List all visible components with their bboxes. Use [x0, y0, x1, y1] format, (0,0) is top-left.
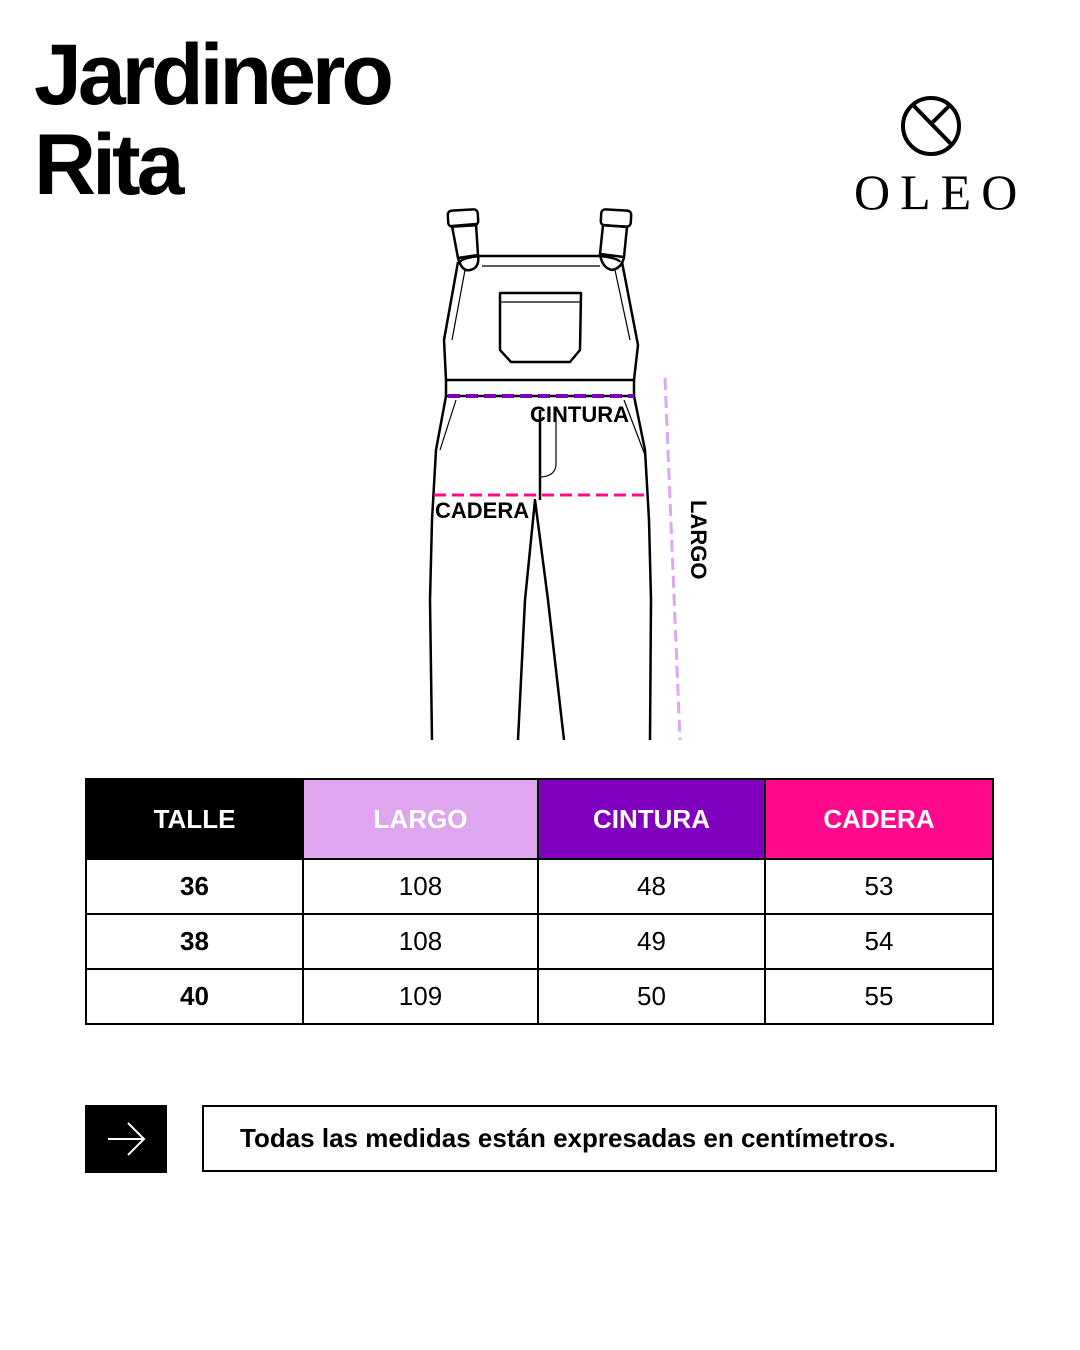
cintura-label: CINTURA	[530, 402, 629, 427]
header-talle: TALLE	[85, 778, 304, 860]
cell-talle: 40	[85, 968, 304, 1025]
title-line-2: Rita	[34, 117, 184, 213]
table-row: 36 108 48 53	[85, 858, 994, 915]
brand-logo: OLEO	[846, 94, 1028, 220]
table-header-row: TALLE LARGO CINTURA CADERA	[85, 778, 994, 860]
cell-cintura: 50	[537, 968, 766, 1025]
header-largo: LARGO	[302, 778, 539, 860]
header-cintura: CINTURA	[537, 778, 766, 860]
title-line-1: Jardinero	[34, 27, 394, 123]
cell-largo: 109	[302, 968, 539, 1025]
arrow-right-icon	[108, 1122, 146, 1156]
largo-label: LARGO	[686, 500, 711, 579]
cell-talle: 38	[85, 913, 304, 970]
size-table: TALLE LARGO CINTURA CADERA 36 108 48 53 …	[85, 778, 994, 1025]
cell-cadera: 55	[764, 968, 994, 1025]
cell-cadera: 53	[764, 858, 994, 915]
cell-cadera: 54	[764, 913, 994, 970]
cell-largo: 108	[302, 913, 539, 970]
largo-line	[663, 377, 682, 741]
units-note: Todas las medidas están expresadas en ce…	[202, 1105, 997, 1172]
cell-cintura: 49	[537, 913, 766, 970]
table-row: 40 109 50 55	[85, 968, 994, 1025]
overalls-sketch	[428, 208, 653, 741]
cell-cintura: 48	[537, 858, 766, 915]
brand-name: OLEO	[854, 164, 1028, 220]
header-cadera: CADERA	[764, 778, 994, 860]
arrow-box	[85, 1105, 167, 1173]
product-title: Jardinero Rita	[34, 27, 394, 213]
cell-largo: 108	[302, 858, 539, 915]
cell-talle: 36	[85, 858, 304, 915]
table-row: 38 108 49 54	[85, 913, 994, 970]
circle-cross-logo-icon	[901, 96, 961, 156]
cadera-label: CADERA	[435, 498, 529, 523]
